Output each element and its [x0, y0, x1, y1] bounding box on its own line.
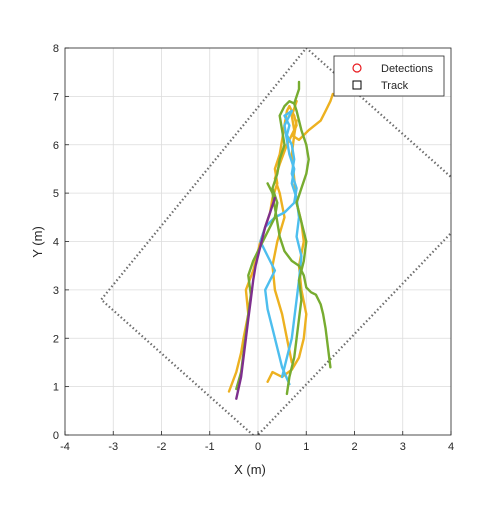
x-tick-label: -4: [60, 441, 70, 453]
coverage-boundary: [99, 48, 451, 435]
y-tick-label: 3: [53, 285, 59, 297]
coverage-boundary-line: [99, 48, 451, 435]
legend-track-label: Track: [381, 80, 409, 92]
x-tick-label: 0: [255, 441, 261, 453]
x-axis-ticks: -4 -3 -2 -1 0 1 2 3 4: [60, 431, 454, 453]
x-tick-label: 4: [448, 441, 454, 453]
x-axis-label: X (m): [234, 462, 266, 477]
legend-detections-label: Detections: [381, 63, 433, 75]
legend-track-marker: [352, 80, 362, 90]
track-line-8: [266, 182, 332, 369]
y-tick-label: 1: [53, 382, 59, 394]
y-tick-label: 4: [53, 237, 59, 249]
track-line-7: [285, 102, 310, 396]
x-tick-label: -1: [205, 441, 215, 453]
track-series: [227, 80, 334, 400]
x-tick-label: -2: [157, 441, 167, 453]
track-line-9: [235, 196, 277, 400]
track-line-5: [280, 109, 303, 379]
y-tick-label: 2: [53, 333, 59, 345]
y-tick-label: 5: [53, 188, 59, 200]
legend-box: [333, 55, 445, 97]
x-tick-label: 3: [400, 441, 406, 453]
x-tick-label: 2: [351, 441, 357, 453]
legend: Detections Track: [333, 55, 445, 97]
y-tick-label: 6: [53, 140, 59, 152]
y-tick-label: 8: [53, 43, 59, 55]
x-tick-label: 1: [303, 441, 309, 453]
y-tick-label: 7: [53, 91, 59, 103]
track-line-3: [271, 99, 298, 364]
y-axis-ticks: 0 1 2 3 4 5 6 7 8: [53, 43, 69, 442]
legend-detections-marker: [352, 63, 362, 73]
x-tick-label: -3: [108, 441, 118, 453]
y-axis-label: Y (m): [30, 226, 45, 258]
y-tick-label: 0: [53, 430, 59, 442]
